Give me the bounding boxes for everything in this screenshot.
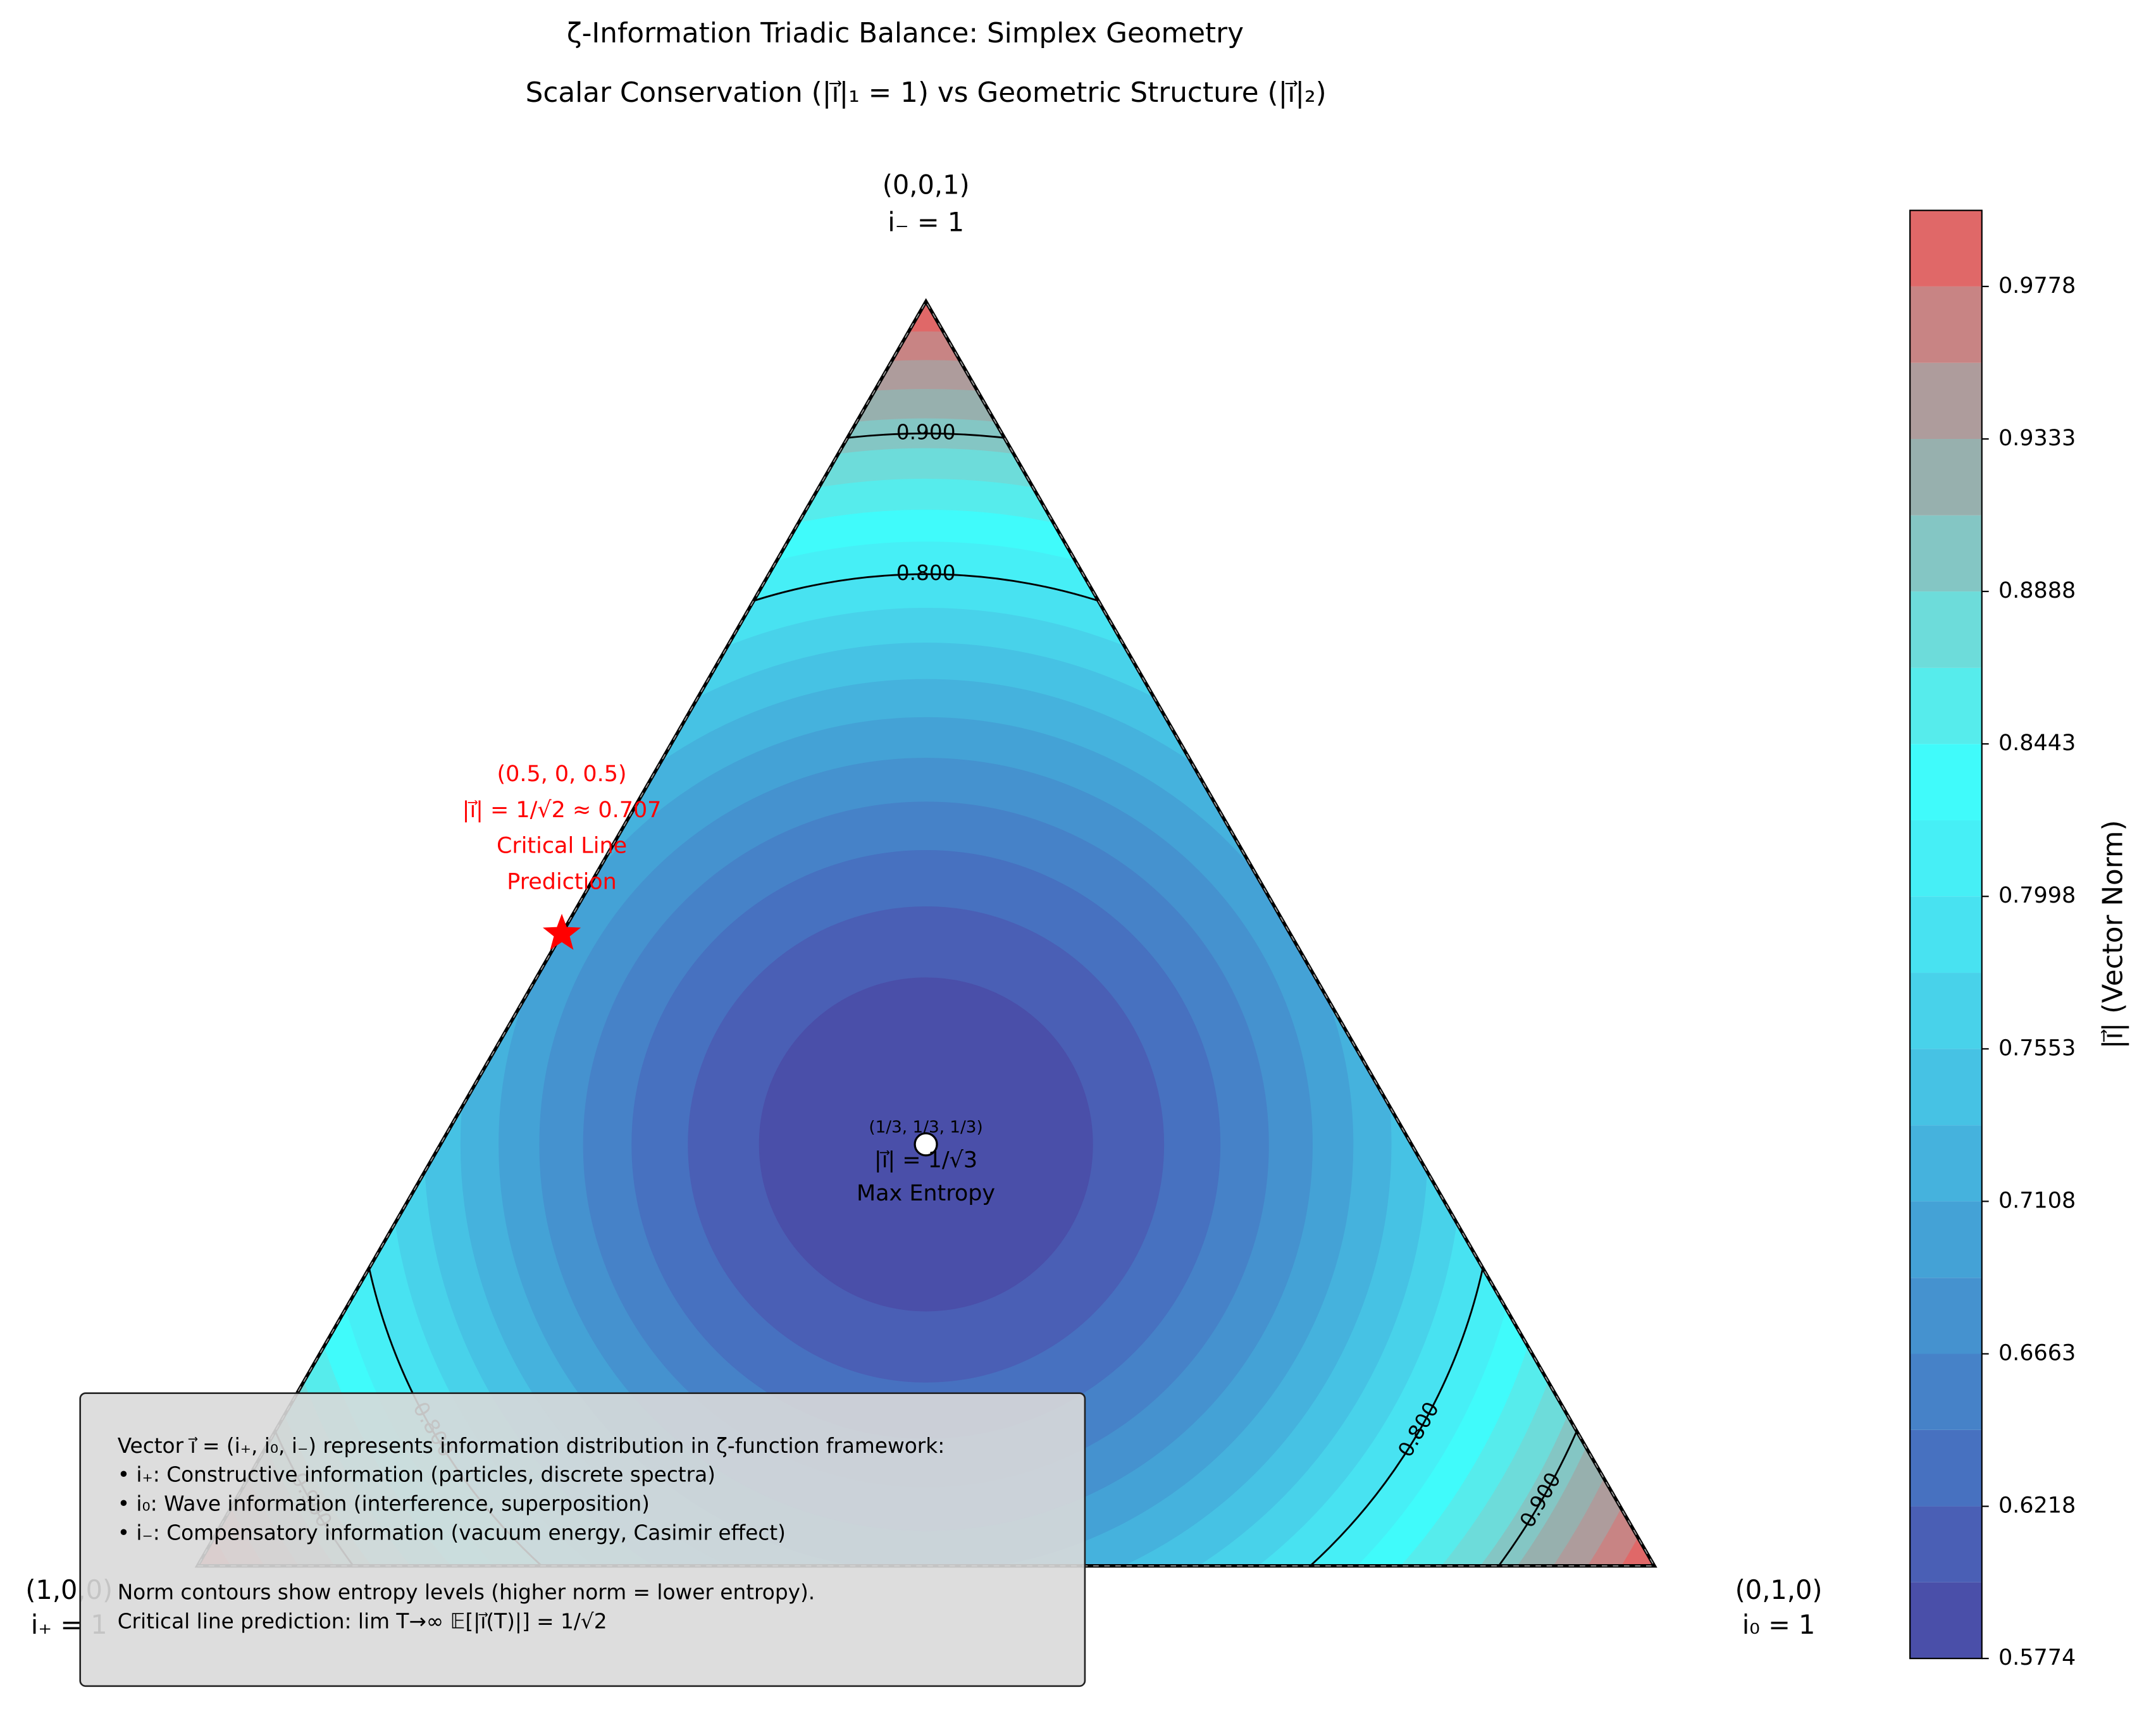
- colorbar-tick-label: 0.7553: [1998, 1035, 2076, 1061]
- annotation-text: Max Entropy: [857, 1181, 995, 1206]
- colorbar-band: [1910, 1125, 1982, 1202]
- note-text: • i₀: Wave information (interference, su…: [118, 1492, 650, 1516]
- annotation-text: (1/3, 1/3, 1/3): [869, 1118, 982, 1137]
- colorbar-band: [1910, 1201, 1982, 1278]
- note-text: • i₋: Compensatory information (vacuum e…: [118, 1521, 786, 1545]
- colorbar-tick-label: 0.8443: [1998, 731, 2076, 756]
- colorbar-tick-label: 0.7108: [1998, 1188, 2076, 1213]
- colorbar-band: [1910, 438, 1982, 515]
- colorbar-tick-label: 0.5774: [1998, 1645, 2076, 1670]
- note-text: Vector i⃗ = (i₊, i₀, i₋) represents info…: [118, 1434, 945, 1458]
- colorbar-band: [1910, 896, 1982, 973]
- annotation-text: (0.5, 0, 0.5): [497, 762, 627, 787]
- colorbar-band: [1910, 515, 1982, 592]
- annotation-marker: [542, 913, 581, 950]
- chart-subtitle: Scalar Conservation (|i⃗|₁ = 1) vs Geome…: [526, 77, 1327, 109]
- colorbar-tick-label: 0.6218: [1998, 1493, 2076, 1519]
- note-text: Critical line prediction: lim T→∞ 𝔼[|i⃗(…: [118, 1609, 607, 1633]
- colorbar-band: [1910, 973, 1982, 1049]
- colorbar-band: [1910, 1354, 1982, 1430]
- colorbar-label: |i⃗| (Vector Norm): [2097, 820, 2129, 1049]
- colorbar-tick-label: 0.8888: [1998, 578, 2076, 603]
- colorbar-band: [1910, 362, 1982, 439]
- colorbar-band: [1910, 591, 1982, 668]
- vertex-label: i₋ = 1: [888, 206, 964, 237]
- colorbar-tick-label: 0.6663: [1998, 1340, 2076, 1366]
- colorbar-frame: [1909, 209, 1983, 1660]
- contour-label: 0.800: [896, 561, 956, 585]
- colorbar-band: [1910, 667, 1982, 744]
- annotation-text: |i⃗| = 1/√3: [874, 1147, 977, 1173]
- colorbar-band: [1910, 1049, 1982, 1126]
- note-text: Norm contours show entropy levels (highe…: [118, 1580, 815, 1604]
- colorbar-band: [1910, 286, 1982, 363]
- contour-label: 0.900: [896, 420, 956, 444]
- vertex-label: i₀ = 1: [1742, 1609, 1816, 1640]
- annotation-marker: [914, 1132, 938, 1157]
- vertex-coords: (0,1,0): [1735, 1574, 1823, 1605]
- colorbar-band: [1910, 1278, 1982, 1354]
- colorbar-band: [1910, 1582, 1982, 1659]
- colorbar-band: [1910, 1429, 1982, 1507]
- note-text: • i₊: Constructive information (particle…: [118, 1463, 716, 1487]
- colorbar-band: [1910, 820, 1982, 897]
- colorbar-tick-label: 0.9778: [1998, 273, 2076, 299]
- colorbar-tick-label: 0.7998: [1998, 883, 2076, 908]
- annotation-text: Critical Line: [497, 834, 627, 859]
- colorbar-band: [1910, 1506, 1982, 1582]
- colorbar-band: [1910, 210, 1982, 287]
- annotation-text: Prediction: [507, 869, 617, 894]
- colorbar-band: [1910, 744, 1982, 820]
- chart-title: ζ-Information Triadic Balance: Simplex G…: [567, 17, 1244, 49]
- vertex-coords: (0,0,1): [883, 169, 970, 200]
- annotation-text: |i⃗| = 1/√2 ≈ 0.707: [462, 798, 662, 823]
- note-box: [79, 1392, 1086, 1687]
- colorbar-tick-label: 0.9333: [1998, 426, 2076, 451]
